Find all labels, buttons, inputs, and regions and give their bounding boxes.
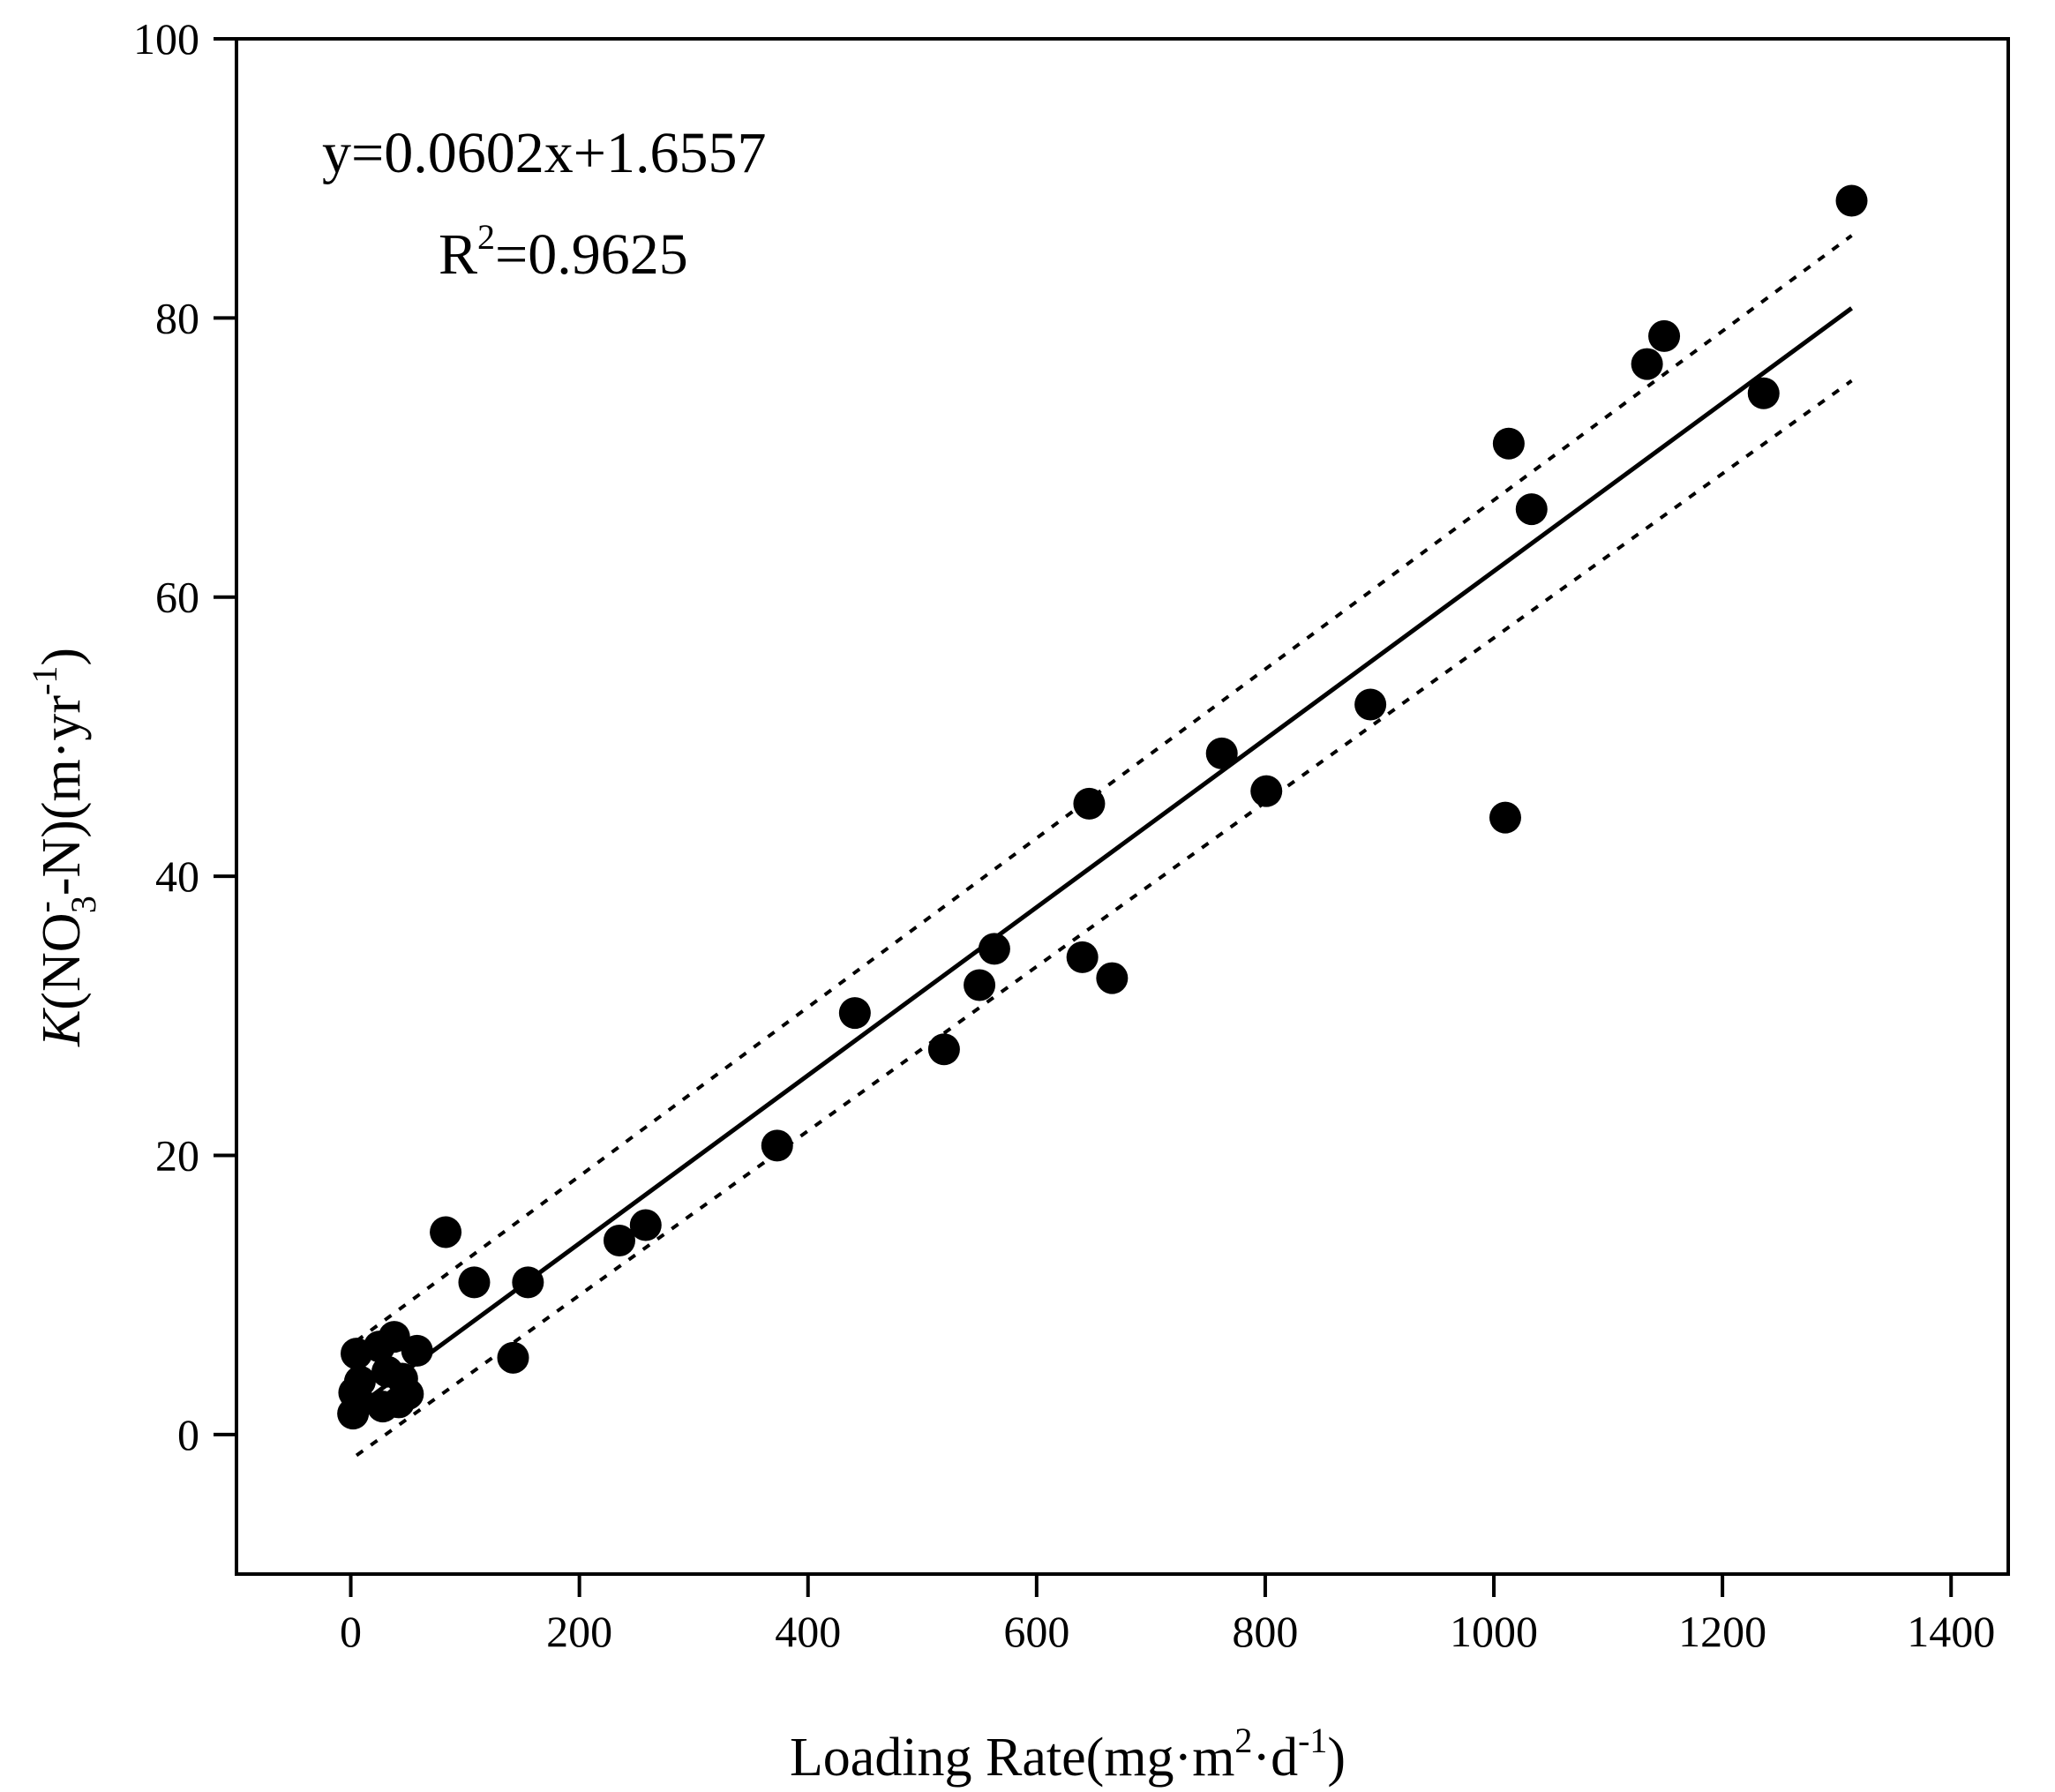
data-point — [392, 1377, 424, 1410]
data-point — [430, 1216, 462, 1248]
data-point — [378, 1321, 410, 1353]
data-point — [1205, 737, 1238, 769]
regression-line — [355, 306, 1853, 1409]
data-point — [1096, 962, 1129, 994]
data-point — [978, 933, 1010, 965]
data-point — [629, 1209, 662, 1241]
data-point — [1066, 941, 1099, 973]
data-point — [603, 1224, 635, 1256]
data-point — [1489, 801, 1521, 834]
regression-equation: y=0.0602x+1.6557 — [322, 121, 766, 185]
data-point — [458, 1266, 491, 1299]
y-axis-title: K(NO-3-N)(m·yr-1) — [25, 648, 103, 1047]
plot-frame — [235, 37, 2010, 1576]
y-tick-label: 40 — [155, 851, 199, 901]
y-tick-label: 20 — [155, 1130, 199, 1180]
data-point — [1250, 775, 1283, 807]
x-tick-label: 1400 — [1907, 1607, 1995, 1656]
data-point — [343, 1365, 376, 1398]
data-point — [1073, 787, 1106, 820]
data-point — [927, 1033, 960, 1066]
data-point — [497, 1341, 529, 1374]
data-point — [1631, 348, 1663, 380]
x-tick-label: 200 — [546, 1607, 612, 1656]
data-point — [1354, 688, 1387, 721]
data-point — [401, 1334, 433, 1367]
data-point — [964, 969, 996, 1001]
x-tick-label: 400 — [775, 1607, 841, 1656]
data-point — [1747, 377, 1780, 409]
x-tick-label: 800 — [1232, 1607, 1298, 1656]
x-tick-label: 1200 — [1678, 1607, 1766, 1656]
y-tick-label: 60 — [155, 573, 199, 622]
confidence-band-upper — [355, 234, 1853, 1343]
x-tick-label: 0 — [340, 1607, 362, 1656]
data-point — [1515, 493, 1548, 526]
y-tick-label: 0 — [177, 1410, 199, 1459]
x-tick-label: 1000 — [1450, 1607, 1538, 1656]
data-point — [512, 1266, 544, 1299]
data-point — [1648, 319, 1681, 352]
y-tick-label: 80 — [155, 293, 199, 342]
y-tick-label: 100 — [133, 14, 199, 64]
data-point — [838, 997, 871, 1030]
x-tick-label: 600 — [1003, 1607, 1069, 1656]
data-point — [761, 1129, 793, 1162]
x-axis-title: Loading Rate(mg·m2·d-1) — [790, 1721, 1346, 1788]
r-squared-label: R2=0.9625 — [439, 217, 688, 287]
confidence-band-lower — [355, 379, 1853, 1458]
data-point — [1835, 184, 1868, 217]
data-point — [1492, 427, 1525, 460]
